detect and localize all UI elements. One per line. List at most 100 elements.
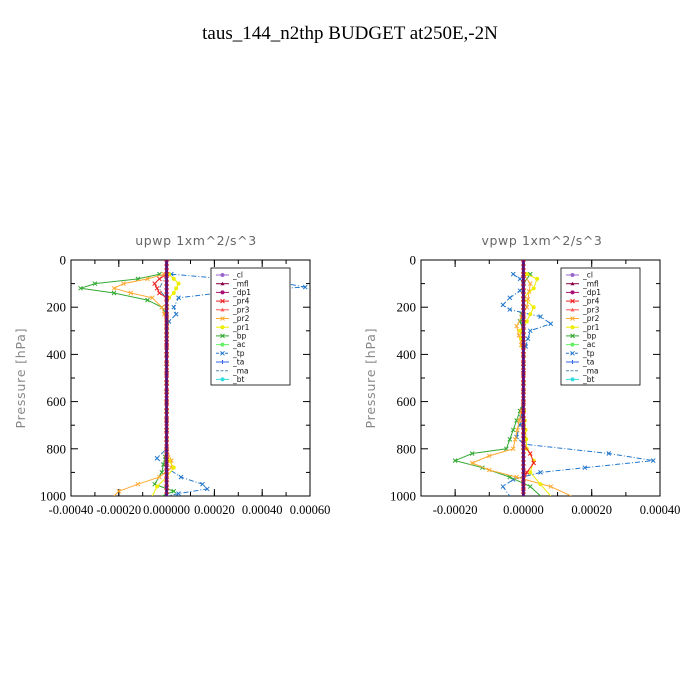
vpwp-series bbox=[452, 260, 656, 496]
upwp-legend-marker-ta bbox=[220, 360, 225, 364]
vpwp-series-tp-point bbox=[650, 458, 656, 463]
vpwp-legend-label-pr2: _pr2 bbox=[582, 314, 600, 323]
vpwp-series-bp-point bbox=[452, 458, 458, 463]
upwp-series bbox=[78, 260, 308, 496]
upwp-series-tp-point bbox=[176, 295, 181, 301]
vpwp-legend-label-ta: _ta bbox=[582, 358, 594, 367]
upwp-legend-label-ma: _ma bbox=[232, 366, 249, 375]
upwp-legend-marker-bp bbox=[220, 333, 225, 339]
vpwp-legend-label-ac: _ac bbox=[582, 340, 595, 349]
vpwp-xtick-label: -0.00020 bbox=[433, 503, 478, 517]
upwp-legend-label-bt: _bt bbox=[232, 375, 245, 384]
upwp-series-bp-point bbox=[145, 297, 150, 303]
vpwp-series-tp-point bbox=[500, 484, 506, 489]
vpwp-series-tp-point bbox=[582, 465, 588, 471]
vpwp-series-tp-point bbox=[507, 307, 513, 312]
vpwp-legend-label-tp: _tp bbox=[582, 349, 595, 358]
vpwp-series-tp-point bbox=[548, 321, 554, 327]
upwp-y-axis-label: Pressure [hPa] bbox=[13, 328, 28, 429]
vpwp-ticks: 0 200 400 600 800 1000 -0.00020 0.00000 0.00020 0… bbox=[390, 253, 680, 518]
upwp-xtick-label: 0.00040 bbox=[242, 503, 283, 517]
vpwp-legend-label-pr4: _pr4 bbox=[582, 297, 600, 306]
vpwp-series-pr4-point bbox=[527, 451, 533, 456]
upwp-series-tp-point bbox=[176, 491, 181, 496]
upwp-legend-label-pr1: _pr1 bbox=[232, 323, 250, 332]
vpwp-series-tp-point bbox=[500, 302, 506, 308]
vpwp-series-pr2-point bbox=[514, 474, 519, 480]
vpwp-ytick-label: 1000 bbox=[390, 489, 416, 504]
vpwp-series-pr2-point bbox=[514, 427, 520, 433]
upwp-series-tp-point bbox=[200, 481, 205, 487]
vpwp-series-tp-point bbox=[606, 451, 612, 456]
upwp-series-tp-point bbox=[154, 455, 160, 461]
vpwp-xtick-label: 0.00020 bbox=[571, 503, 612, 517]
upwp-series-pr4-point bbox=[157, 290, 162, 296]
vpwp-series-tp-point bbox=[538, 314, 543, 319]
upwp-legend-label-tp: _tp bbox=[232, 349, 245, 358]
vpwp-legend-marker-pr3 bbox=[570, 307, 575, 312]
upwp-series-pr4-point bbox=[154, 285, 160, 291]
vpwp-series-tp-point bbox=[538, 470, 543, 475]
upwp-legend-marker-pr2 bbox=[220, 316, 225, 321]
figure-title: taus_144_n2thp BUDGET at250E,-2N bbox=[202, 23, 498, 44]
upwp-legend-marker-bt bbox=[220, 377, 225, 382]
vpwp-series-pr1-point bbox=[535, 276, 540, 281]
upwp-legend-marker-ac bbox=[220, 342, 225, 347]
vpwp-series-bp-point bbox=[527, 484, 533, 489]
upwp-series-tp-point bbox=[171, 304, 177, 310]
vpwp-legend-marker-bp bbox=[570, 333, 575, 339]
upwp-series-pr1-point bbox=[155, 484, 160, 489]
vpwp-series-pr1-point bbox=[528, 470, 533, 475]
vpwp-series-pr1-point bbox=[528, 312, 533, 317]
upwp-legend-label-cl: _cl bbox=[232, 271, 243, 280]
vpwp-series-tp-point bbox=[527, 328, 533, 334]
vpwp-legend-marker-mfl bbox=[570, 281, 575, 286]
upwp-xtick-label: -0.00020 bbox=[96, 503, 141, 517]
upwp-legend-label-mfl: _mfl bbox=[232, 279, 249, 288]
vpwp-series-pr1-point bbox=[531, 305, 536, 310]
upwp-series-bp-point bbox=[171, 488, 177, 494]
vpwp-series-tp-point bbox=[525, 336, 531, 342]
vpwp-series-pr1-line bbox=[519, 273, 552, 496]
upwp-series-pr1-point bbox=[171, 465, 176, 470]
vpwp-legend-label-pr3: _pr3 bbox=[582, 305, 600, 314]
vpwp-series-bp-point bbox=[510, 427, 516, 433]
upwp-series-pr1-point bbox=[174, 286, 179, 291]
upwp-ytick-label: 0 bbox=[60, 253, 67, 268]
upwp-series-pr4-point bbox=[157, 276, 162, 282]
vpwp-series-pr1-point bbox=[524, 319, 529, 324]
vpwp-series-pr2-point bbox=[527, 281, 533, 286]
vpwp-series-pr2-point bbox=[486, 467, 492, 473]
vpwp-series-pr2-point bbox=[548, 484, 554, 489]
vpwp-series-tp-point bbox=[510, 271, 516, 277]
upwp-ytick-label: 800 bbox=[47, 441, 67, 456]
vpwp-ytick-label: 600 bbox=[397, 394, 417, 409]
vpwp-legend-marker-ta bbox=[570, 360, 575, 364]
vpwp-series-pr1-point bbox=[531, 286, 536, 291]
vpwp-legend-marker-dp1 bbox=[570, 290, 575, 295]
vpwp-series-pr4-point bbox=[531, 460, 537, 466]
upwp-legend-label-pr4: _pr4 bbox=[232, 297, 250, 306]
vpwp-legend-marker-tp bbox=[570, 350, 575, 356]
upwp-series-bp-point bbox=[78, 285, 83, 291]
upwp-legend-label-pr3: _pr3 bbox=[232, 305, 250, 314]
vpwp-series-pr4-point bbox=[524, 470, 530, 475]
vpwp-legend-label-dp1: _dp1 bbox=[582, 288, 601, 297]
vpwp-legend: _cl_mfl_dp1_pr4_pr3_pr2_pr1_bp_ac_tp_ta_… bbox=[560, 267, 641, 386]
upwp-series-pr1-point bbox=[171, 291, 176, 296]
upwp-ytick-label: 200 bbox=[47, 300, 67, 315]
upwp-legend-marker-pr4 bbox=[220, 298, 225, 304]
upwp-series-tp-point bbox=[204, 486, 210, 492]
vpwp-series-pr2-point bbox=[469, 460, 475, 466]
upwp-series-pr2-point bbox=[128, 290, 134, 296]
vpwp-series-pr1-point bbox=[538, 482, 543, 487]
vpwp-legend-marker-bt bbox=[570, 377, 575, 382]
upwp-legend-label-ac: _ac bbox=[232, 340, 245, 349]
upwp-xtick-label: 0.00060 bbox=[290, 503, 331, 517]
upwp-series-pr2-point bbox=[157, 474, 162, 480]
vpwp-series-pr2-point bbox=[514, 323, 519, 329]
vpwp-legend-label-bp: _bp bbox=[582, 332, 597, 341]
vpwp-legend-label-mfl: _mfl bbox=[582, 279, 599, 288]
vpwp-series-pr2-point bbox=[526, 289, 532, 294]
